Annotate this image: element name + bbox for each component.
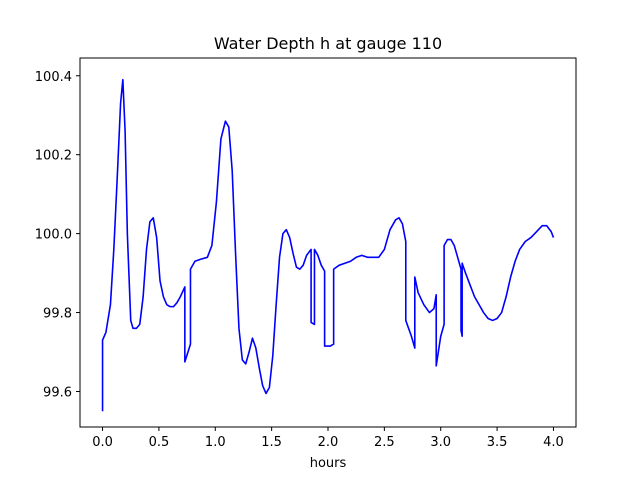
x-axis-ticks: 0.0 0.5 1.0 1.5 2.0 2.5 3.0 3.5 4.0 xyxy=(92,427,564,450)
y-tick-label: 100.4 xyxy=(35,70,72,85)
y-axis-ticks: 99.6 99.8 100.0 100.2 100.4 xyxy=(35,70,80,400)
x-tick-label: 1.0 xyxy=(205,435,226,450)
y-tick-label: 99.6 xyxy=(43,385,72,400)
x-tick-label: 0.5 xyxy=(149,435,170,450)
x-tick-label: 3.0 xyxy=(430,435,451,450)
x-tick-label: 0.0 xyxy=(92,435,113,450)
x-tick-label: 3.5 xyxy=(487,435,508,450)
x-tick-label: 2.0 xyxy=(318,435,339,450)
chart-title: Water Depth h at gauge 110 xyxy=(214,34,442,53)
y-tick-label: 99.8 xyxy=(43,307,72,322)
series-line xyxy=(101,78,555,412)
x-tick-label: 1.5 xyxy=(261,435,282,450)
x-axis-label: hours xyxy=(310,456,347,471)
y-tick-label: 100.2 xyxy=(35,149,72,164)
x-tick-label: 4.0 xyxy=(543,435,564,450)
x-tick-label: 2.5 xyxy=(374,435,395,450)
y-tick-label: 100.0 xyxy=(35,228,72,243)
